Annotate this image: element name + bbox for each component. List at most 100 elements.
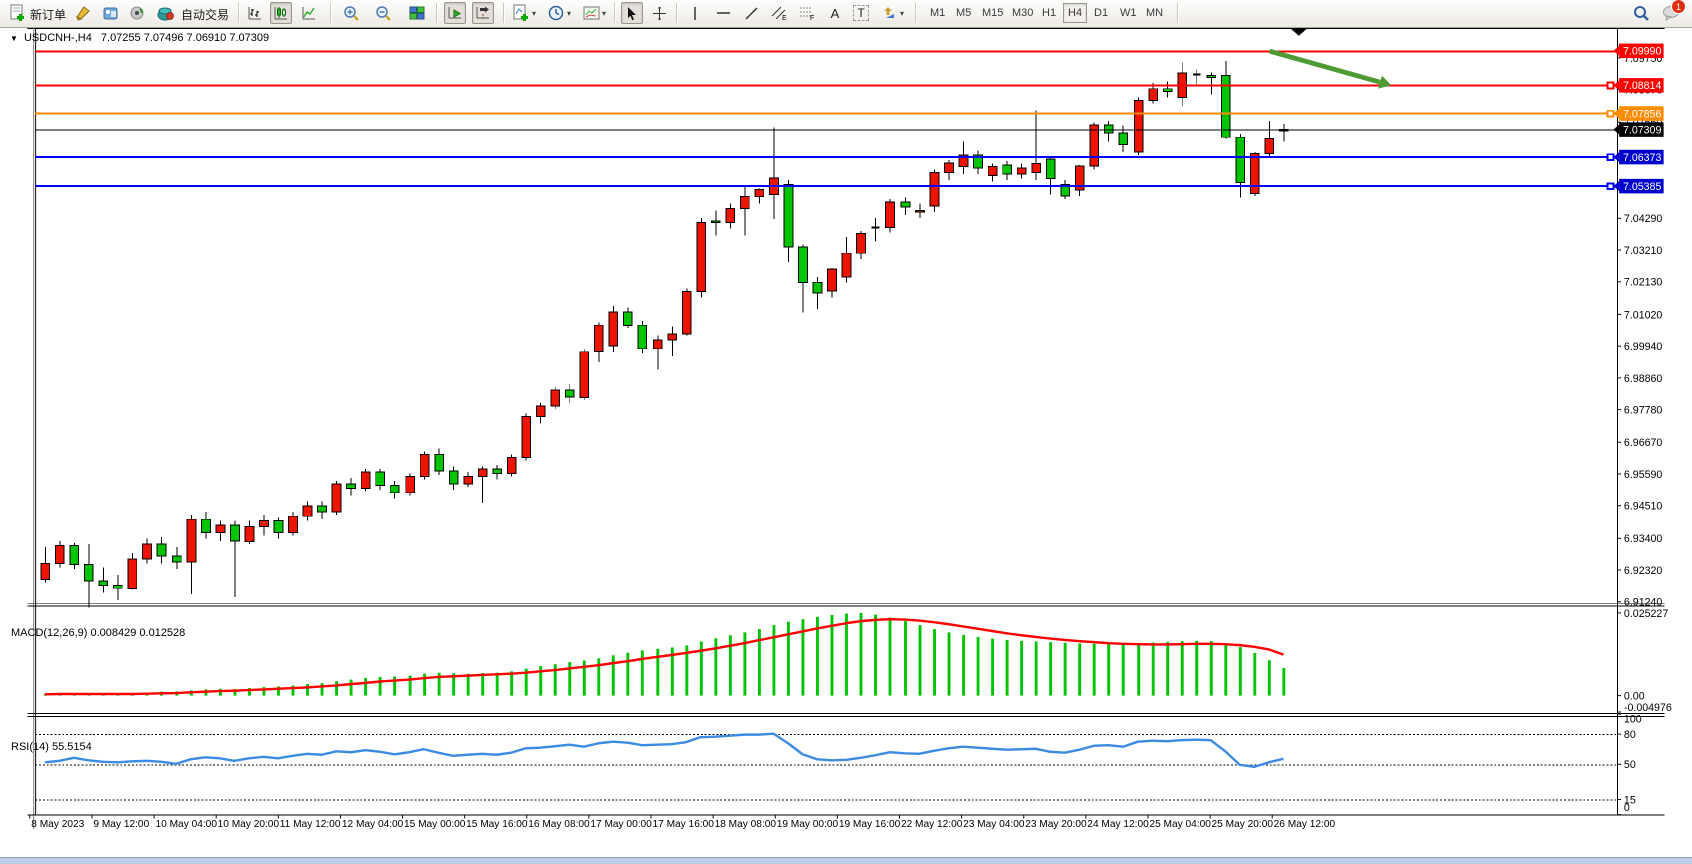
candle bbox=[1002, 160, 1012, 180]
tile-windows-button[interactable] bbox=[406, 2, 428, 24]
arrows-tool-icon bbox=[884, 7, 894, 18]
time-tick-label: 11 May 12:00 bbox=[280, 819, 341, 830]
auto-trading-label[interactable]: 自动交易 bbox=[181, 8, 230, 22]
period-button-D1[interactable]: D1 bbox=[1094, 7, 1109, 19]
candle bbox=[405, 473, 415, 496]
hline-7.08814 bbox=[35, 81, 1618, 90]
candle bbox=[40, 547, 51, 583]
price-tick-label: 6.99940 bbox=[1624, 341, 1662, 353]
candle bbox=[681, 288, 692, 336]
indicators-button[interactable] bbox=[510, 2, 532, 24]
period-button-MN[interactable]: MN bbox=[1146, 7, 1164, 19]
crosshair-icon bbox=[652, 6, 666, 20]
bar-chart-button[interactable] bbox=[244, 2, 266, 24]
chart-ohlc-readout: 7.07255 7.07496 7.06910 7.07309 bbox=[100, 32, 270, 44]
channel-tool-button[interactable]: E bbox=[768, 2, 790, 24]
market-watch-button[interactable] bbox=[100, 2, 122, 24]
toolbar-separator bbox=[238, 3, 240, 23]
candle bbox=[172, 547, 182, 570]
arrows-tool-button[interactable] bbox=[878, 2, 900, 24]
candle bbox=[244, 520, 255, 545]
chat-button[interactable]: 1 bbox=[1660, 0, 1686, 24]
candle bbox=[564, 384, 575, 404]
template-icon bbox=[583, 6, 599, 19]
fibonacci-tool-button[interactable]: F bbox=[796, 2, 818, 24]
macd-label: MACD(12,26,9) 0.008429 0.012528 bbox=[11, 627, 186, 639]
svg-text:7.09990: 7.09990 bbox=[1623, 46, 1661, 58]
chart-shift-button[interactable] bbox=[472, 2, 494, 24]
price-tick-label: 7.04290 bbox=[1624, 213, 1662, 225]
auto-trading-button[interactable] bbox=[155, 2, 177, 24]
timeframes-caret-icon[interactable]: ▾ bbox=[567, 9, 572, 18]
period-button-M15[interactable]: M15 bbox=[982, 7, 1004, 19]
templates-button[interactable] bbox=[580, 2, 602, 24]
price-tick-label: 6.91240 bbox=[1624, 597, 1662, 609]
down-triangle-marker bbox=[1291, 28, 1307, 36]
toolbar-separator bbox=[1177, 3, 1179, 23]
svg-text:7.05385: 7.05385 bbox=[1623, 181, 1661, 193]
new-order-button[interactable] bbox=[6, 2, 28, 24]
search-button[interactable] bbox=[1630, 2, 1652, 24]
arrows-caret-icon[interactable]: ▾ bbox=[900, 9, 905, 18]
period-button-M30[interactable]: M30 bbox=[1012, 7, 1034, 19]
period-button-M5[interactable]: M5 bbox=[956, 7, 972, 19]
time-tick-label: 25 May 04:00 bbox=[1149, 819, 1211, 830]
vline-tool-button[interactable] bbox=[684, 2, 706, 24]
zoom-in-button[interactable] bbox=[340, 2, 362, 24]
candle bbox=[900, 197, 911, 216]
chart-canvas[interactable]: 7.097507.086707.075607.042907.032107.021… bbox=[0, 28, 1692, 864]
cursor-tool-button[interactable] bbox=[621, 2, 643, 24]
toolbar: 新订单 bbox=[0, 0, 1692, 28]
candle bbox=[317, 501, 327, 520]
period-button-M1[interactable]: M1 bbox=[930, 7, 946, 19]
timeframes-button[interactable] bbox=[545, 2, 567, 24]
text-tool-button[interactable]: A bbox=[824, 2, 846, 24]
horizontal-scrollbar[interactable] bbox=[0, 857, 1692, 864]
candle bbox=[1249, 151, 1260, 196]
candle bbox=[506, 454, 517, 477]
rsi-scale-label: 80 bbox=[1624, 729, 1636, 741]
period-button-W1[interactable]: W1 bbox=[1120, 7, 1137, 19]
candle bbox=[579, 348, 590, 401]
hline-objects bbox=[35, 50, 1618, 191]
period-button-H4[interactable]: H4 bbox=[1063, 3, 1088, 23]
time-tick-label: 17 May 00:00 bbox=[590, 819, 652, 830]
candlestick-chart-button[interactable] bbox=[270, 2, 292, 24]
zoom-out-button[interactable] bbox=[372, 2, 394, 24]
templates-caret-icon[interactable]: ▾ bbox=[602, 9, 607, 18]
time-tick-label: 17 May 16:00 bbox=[652, 819, 714, 830]
svg-text:7.07856: 7.07856 bbox=[1623, 108, 1661, 120]
candle bbox=[389, 481, 400, 499]
candle bbox=[1192, 69, 1201, 86]
tile-windows-icon bbox=[409, 6, 425, 20]
hline-7.05385 bbox=[35, 182, 1618, 191]
hline-tool-button[interactable] bbox=[712, 2, 734, 24]
auto-scroll-button[interactable] bbox=[444, 2, 466, 24]
notification-badge: 1 bbox=[1671, 0, 1686, 14]
collapse-triangle-icon[interactable]: ▼ bbox=[10, 34, 18, 43]
indicators-icon bbox=[513, 4, 528, 21]
trendline-tool-button[interactable] bbox=[740, 2, 762, 24]
time-tick-label: 19 May 00:00 bbox=[777, 819, 839, 830]
macd-scale-label: -0.004976 bbox=[1624, 702, 1672, 714]
new-order-label[interactable]: 新订单 bbox=[30, 8, 67, 22]
candle bbox=[302, 501, 313, 521]
trend-arrow-annotation bbox=[1269, 48, 1392, 89]
candle bbox=[259, 514, 269, 536]
line-chart-button[interactable] bbox=[298, 2, 320, 24]
candle bbox=[725, 203, 736, 229]
indicators-caret-icon[interactable]: ▾ bbox=[532, 9, 537, 18]
candle bbox=[1060, 179, 1070, 199]
candle bbox=[1089, 122, 1100, 170]
rsi-scale-label: 0 bbox=[1624, 802, 1630, 814]
candle bbox=[1133, 97, 1144, 155]
signals-button[interactable] bbox=[126, 2, 148, 24]
candle bbox=[69, 542, 80, 570]
candle bbox=[740, 187, 750, 236]
macd-scale-label: 0.00 bbox=[1624, 691, 1645, 703]
text-label-tool-button[interactable]: T bbox=[850, 2, 872, 24]
period-button-H1[interactable]: H1 bbox=[1042, 7, 1057, 19]
styler-button[interactable] bbox=[72, 2, 94, 24]
time-axis: 8 May 2023 9 May 12:00 10 May 04:00 10 May … bbox=[29, 814, 1335, 830]
crosshair-tool-button[interactable] bbox=[648, 2, 670, 24]
